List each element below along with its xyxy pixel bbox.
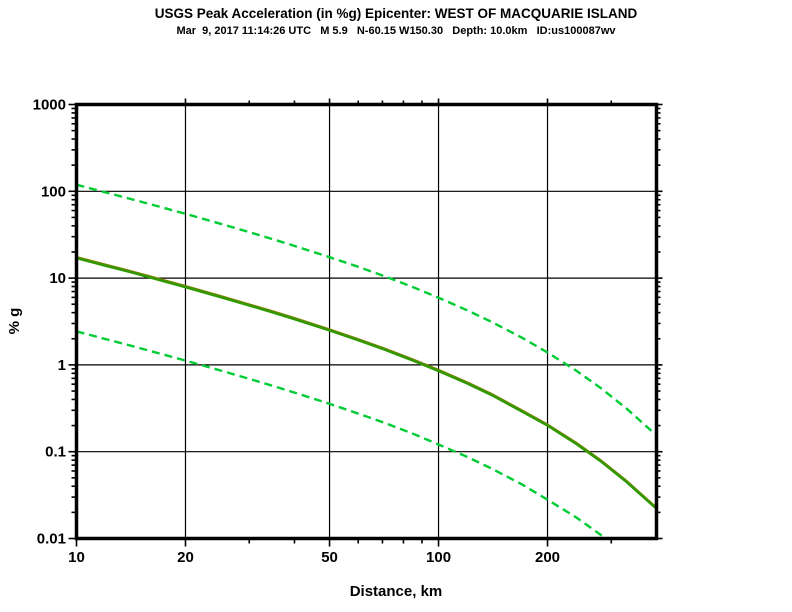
page-title: USGS Peak Acceleration (in %g) Epicenter… xyxy=(154,6,638,21)
median-curve xyxy=(76,256,657,510)
x-tick-label: 20 xyxy=(177,549,194,566)
plot-frame xyxy=(74,102,659,541)
y-tick-label: 0.01 xyxy=(37,531,66,548)
y-tick-label: 100 xyxy=(41,183,66,200)
x-tick-label: 50 xyxy=(321,549,338,566)
y-tick-label: 0.1 xyxy=(45,444,66,461)
curves-group xyxy=(76,183,657,539)
x-tick-label: 100 xyxy=(426,549,451,566)
y-tick-label: 10 xyxy=(49,270,66,287)
y-axis-title: % g xyxy=(6,307,23,335)
median-minus-sigma-curve xyxy=(76,330,608,539)
median-curve-underlay xyxy=(76,255,657,509)
x-axis-title: Distance, km xyxy=(349,583,443,600)
y-tick-label: 1000 xyxy=(33,97,66,114)
x-tick-label: 10 xyxy=(68,549,85,566)
page-subtitle: Mar 9, 2017 11:14:26 UTC M 5.9 N-60.15 W… xyxy=(176,25,616,37)
y-tick-label: 1 xyxy=(58,357,66,374)
median-plus-sigma-curve xyxy=(76,183,657,437)
x-tick-label: 200 xyxy=(535,549,560,566)
